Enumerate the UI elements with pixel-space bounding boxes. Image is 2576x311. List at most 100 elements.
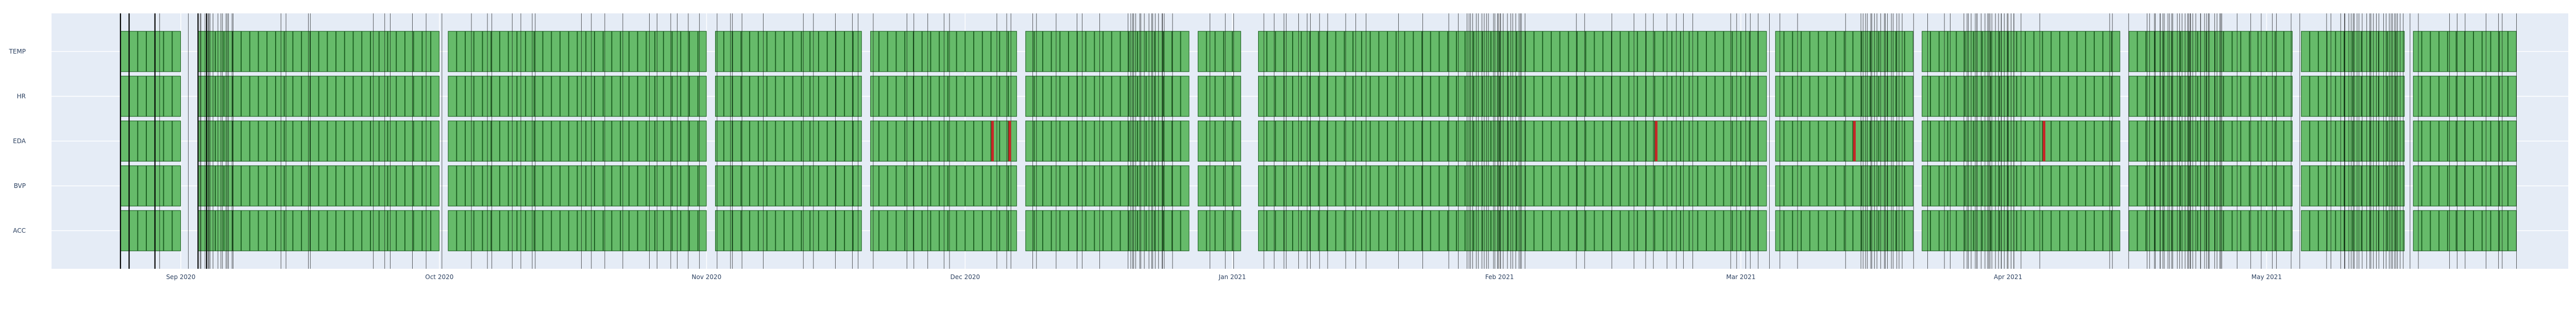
day-bar bbox=[1319, 121, 1327, 161]
day-bar bbox=[2422, 76, 2430, 116]
day-bar bbox=[388, 211, 396, 251]
day-bar bbox=[1922, 121, 1930, 161]
day-bar bbox=[2310, 121, 2318, 161]
day-bar bbox=[1957, 121, 1965, 161]
day-bar bbox=[1543, 31, 1551, 72]
day-bar bbox=[1163, 76, 1172, 116]
day-bar bbox=[896, 76, 905, 116]
day-bar bbox=[1465, 121, 1473, 161]
day-bar bbox=[1586, 76, 1594, 116]
day-bar bbox=[1689, 121, 1698, 161]
day-bar bbox=[1284, 76, 1293, 116]
day-bar bbox=[1259, 121, 1267, 161]
day-bar bbox=[586, 121, 595, 161]
day-bar bbox=[1603, 76, 1612, 116]
day-bar bbox=[276, 76, 284, 116]
day-bar bbox=[1310, 166, 1318, 206]
day-bar bbox=[724, 76, 732, 116]
day-bar bbox=[2465, 76, 2473, 116]
day-bar bbox=[2129, 31, 2137, 72]
day-bar bbox=[569, 166, 577, 206]
day-bar bbox=[526, 121, 534, 161]
day-bar bbox=[776, 31, 784, 72]
day-bar bbox=[2129, 76, 2137, 116]
day-bar bbox=[819, 31, 827, 72]
day-bar bbox=[1948, 166, 1956, 206]
day-bar bbox=[1172, 166, 1180, 206]
day-bar bbox=[492, 211, 500, 251]
day-bar bbox=[1836, 121, 1844, 161]
day-bar bbox=[716, 166, 724, 206]
day-bar bbox=[1974, 166, 1982, 206]
day-bar bbox=[2094, 31, 2103, 72]
day-bar bbox=[1474, 166, 1482, 206]
day-bar bbox=[1146, 121, 1155, 161]
day-bar bbox=[2052, 166, 2060, 206]
day-bar bbox=[241, 211, 249, 251]
day-bar bbox=[1310, 31, 1318, 72]
day-bar bbox=[1112, 211, 1120, 251]
day-bar bbox=[741, 31, 750, 72]
day-bar bbox=[845, 166, 853, 206]
day-bar bbox=[2198, 211, 2206, 251]
day-bar bbox=[1259, 76, 1267, 116]
day-bar bbox=[1526, 166, 1534, 206]
day-bar bbox=[1999, 166, 2008, 206]
day-bar bbox=[716, 76, 724, 116]
day-bar bbox=[2267, 166, 2275, 206]
day-bar bbox=[1784, 121, 1792, 161]
day-bar bbox=[1405, 211, 1413, 251]
day-bar bbox=[767, 121, 775, 161]
day-bar bbox=[647, 31, 655, 72]
day-bar bbox=[2215, 76, 2223, 116]
day-bar bbox=[224, 31, 232, 72]
day-bar bbox=[957, 121, 965, 161]
day-bar bbox=[2301, 121, 2310, 161]
day-bar bbox=[1215, 76, 1224, 116]
day-bar bbox=[2198, 121, 2206, 161]
day-bar bbox=[2241, 76, 2249, 116]
day-bar bbox=[1595, 166, 1603, 206]
day-bar bbox=[1715, 76, 1723, 116]
day-bar bbox=[750, 121, 758, 161]
day-bar bbox=[1612, 166, 1620, 206]
day-bar bbox=[1595, 76, 1603, 116]
day-bar bbox=[1801, 76, 1809, 116]
day-bar bbox=[586, 211, 595, 251]
day-bar bbox=[2034, 211, 2042, 251]
day-bar bbox=[2500, 166, 2508, 206]
day-bar bbox=[1439, 121, 1448, 161]
day-bar bbox=[1853, 166, 1861, 206]
day-bar bbox=[2370, 121, 2379, 161]
day-bar bbox=[1301, 31, 1310, 72]
day-bar bbox=[2439, 121, 2447, 161]
day-bar bbox=[1982, 121, 1991, 161]
day-bar bbox=[621, 211, 629, 251]
day-bar bbox=[2491, 121, 2499, 161]
day-bar bbox=[991, 211, 999, 251]
day-bar bbox=[1035, 76, 1043, 116]
day-bar bbox=[560, 166, 568, 206]
day-bar bbox=[526, 31, 534, 72]
day-bar bbox=[1517, 121, 1525, 161]
day-bar bbox=[1715, 211, 1723, 251]
day-bar bbox=[1405, 166, 1413, 206]
day-bar bbox=[517, 76, 526, 116]
day-bar bbox=[2163, 31, 2172, 72]
day-bar bbox=[1491, 76, 1499, 116]
day-bar bbox=[1836, 76, 1844, 116]
day-bar bbox=[397, 211, 405, 251]
day-bar bbox=[224, 76, 232, 116]
day-bar bbox=[284, 31, 293, 72]
day-bar bbox=[1534, 166, 1543, 206]
day-bar bbox=[1888, 31, 1896, 72]
day-bar bbox=[448, 76, 456, 116]
day-bar bbox=[1569, 211, 1577, 251]
day-bar bbox=[1715, 166, 1723, 206]
day-bar bbox=[509, 31, 517, 72]
day-bar bbox=[1327, 166, 1335, 206]
day-bar bbox=[1414, 211, 1422, 251]
day-bar bbox=[672, 121, 681, 161]
day-bar bbox=[1655, 76, 1663, 116]
day-bar bbox=[1965, 211, 1973, 251]
